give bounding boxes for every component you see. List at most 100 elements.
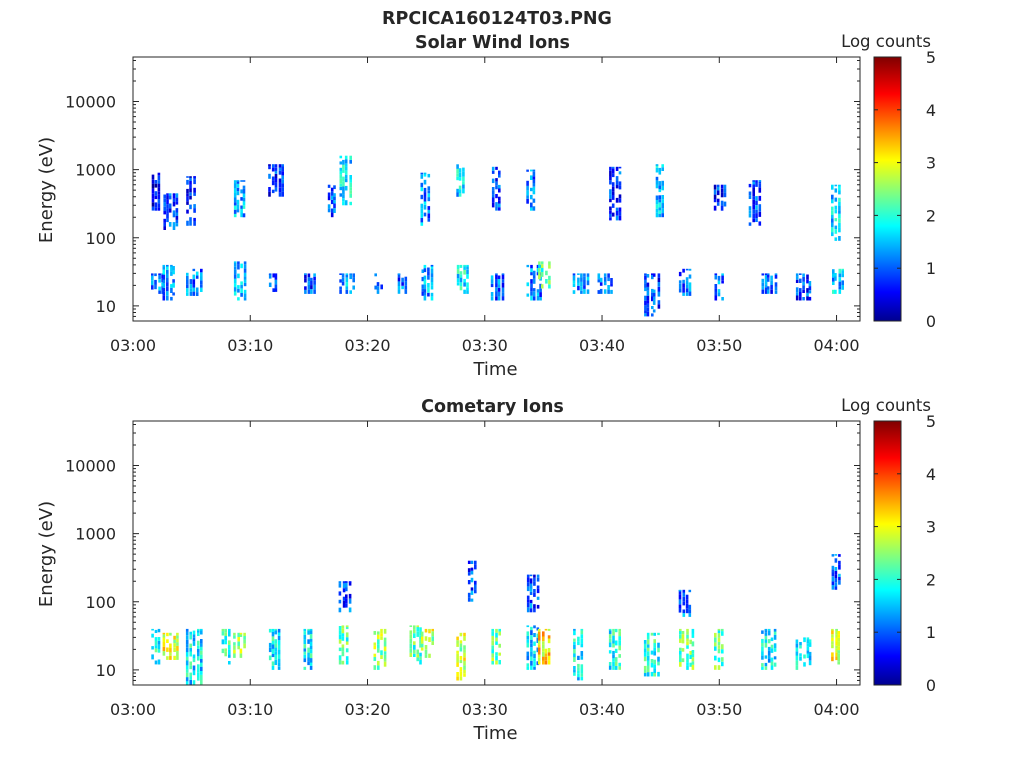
spectrogram-cell (271, 636, 275, 641)
spectrogram-cell (720, 205, 724, 211)
spectrogram-cell (466, 290, 469, 294)
spectrogram-cell (268, 273, 272, 275)
spectrogram-cell (646, 639, 650, 645)
spectrogram-cell (748, 183, 752, 188)
spectrogram-cell (352, 273, 355, 278)
colorbar-tick-label: 1 (926, 623, 936, 642)
spectrogram-cell (419, 631, 422, 636)
spectrogram-cell (154, 629, 158, 633)
spectrogram-cell (542, 660, 545, 665)
spectrogram-cell (540, 271, 544, 277)
spectrogram-cell (537, 651, 541, 655)
spectrogram-cell (175, 212, 179, 216)
spectrogram-cell (274, 182, 278, 188)
spectrogram-cell (609, 198, 612, 203)
spectrogram-cell (189, 676, 192, 680)
spectrogram-cell (431, 636, 434, 642)
spectrogram-cell (655, 167, 659, 173)
spectrogram-cell (430, 273, 434, 278)
spectrogram-cell (154, 660, 158, 665)
spectrogram-cell (646, 655, 650, 661)
spectrogram-cell (723, 188, 727, 193)
spectrogram-cell (723, 184, 727, 189)
spectrogram-cell (834, 205, 838, 210)
spectrogram-cell (474, 565, 477, 570)
spectrogram-cell (832, 277, 835, 282)
spectrogram-cell (462, 167, 465, 172)
spectrogram-cell (192, 268, 196, 272)
spectrogram-cell (544, 653, 548, 657)
spectrogram-cell (195, 271, 199, 276)
spectrogram-cell (458, 177, 462, 181)
spectrogram-cell (348, 607, 352, 613)
spectrogram-cell (658, 199, 662, 203)
spectrogram-cell (658, 185, 662, 190)
spectrogram-cell (151, 202, 155, 207)
spectrogram-cell (349, 290, 352, 294)
spectrogram-cell (529, 583, 533, 589)
spectrogram-cell (456, 164, 459, 169)
spectrogram-cell (420, 208, 424, 214)
spectrogram-cell (420, 222, 424, 226)
spectrogram-cell (686, 634, 689, 639)
spectrogram-cell (236, 180, 240, 184)
spectrogram-cell (577, 677, 580, 681)
spectrogram-cell (243, 297, 247, 301)
spectrogram-cell (462, 188, 465, 194)
spectrogram-cell (611, 195, 615, 200)
y-tick-label: 100 (85, 593, 116, 612)
x-tick-label: 03:10 (227, 336, 273, 355)
spectrogram-cell (339, 279, 342, 283)
spectrogram-cell (459, 264, 463, 268)
spectrogram-cell (495, 279, 498, 284)
colorbar-tick-label: 4 (926, 465, 936, 484)
spectrogram-cell (720, 192, 724, 198)
spectrogram-cell (770, 637, 774, 642)
spectrogram-cell (774, 282, 778, 287)
colorbar-tick-label: 1 (926, 259, 936, 278)
x-tick-label: 03:00 (110, 336, 156, 355)
spectrogram-cell (748, 213, 752, 218)
spectrogram-cell (458, 189, 462, 194)
spectrogram-cell (163, 202, 166, 207)
spectrogram-cell (583, 280, 586, 286)
spectrogram-cell (530, 264, 533, 269)
spectrogram-cell (373, 645, 377, 650)
spectrogram-cell (192, 630, 196, 635)
spectrogram-cell (459, 676, 463, 681)
spectrogram-cell (456, 650, 459, 654)
spectrogram-cell (342, 194, 345, 199)
spectrogram-cell (268, 191, 271, 197)
spectrogram-cell (157, 203, 161, 208)
spectrogram-cell (491, 645, 494, 650)
spectrogram-cell (383, 630, 387, 634)
spectrogram-cell (609, 189, 612, 195)
spectrogram-cell (463, 669, 466, 674)
spectrogram-cell (646, 286, 650, 291)
spectrogram-cell (470, 577, 474, 583)
spectrogram-cell (162, 634, 166, 638)
spectrogram-cell (691, 641, 695, 647)
spectrogram-cell (609, 213, 612, 218)
spectrogram-cell (200, 675, 203, 680)
spectrogram-cell (274, 630, 278, 635)
spectrogram-cell (272, 288, 275, 292)
spectrogram-cell (166, 208, 169, 214)
spectrogram-cell (646, 669, 650, 673)
spectrogram-cell (233, 642, 236, 646)
spectrogram-cell (333, 208, 336, 213)
spectrogram-cell (498, 188, 501, 193)
spectrogram-cell (345, 598, 348, 603)
spectrogram-cell (652, 293, 656, 297)
spectrogram-cell (838, 185, 841, 191)
spectrogram-cell (338, 607, 342, 613)
spectrogram-cell (586, 289, 590, 294)
spectrogram-cell (767, 646, 771, 651)
spectrogram-cell (686, 653, 689, 659)
spectrogram-cell (237, 288, 240, 293)
spectrogram-cell (413, 629, 416, 634)
spectrogram-cell (714, 655, 717, 661)
spectrogram-cell (186, 188, 189, 194)
spectrogram-cell (717, 633, 721, 638)
spectrogram-cell (838, 227, 841, 233)
